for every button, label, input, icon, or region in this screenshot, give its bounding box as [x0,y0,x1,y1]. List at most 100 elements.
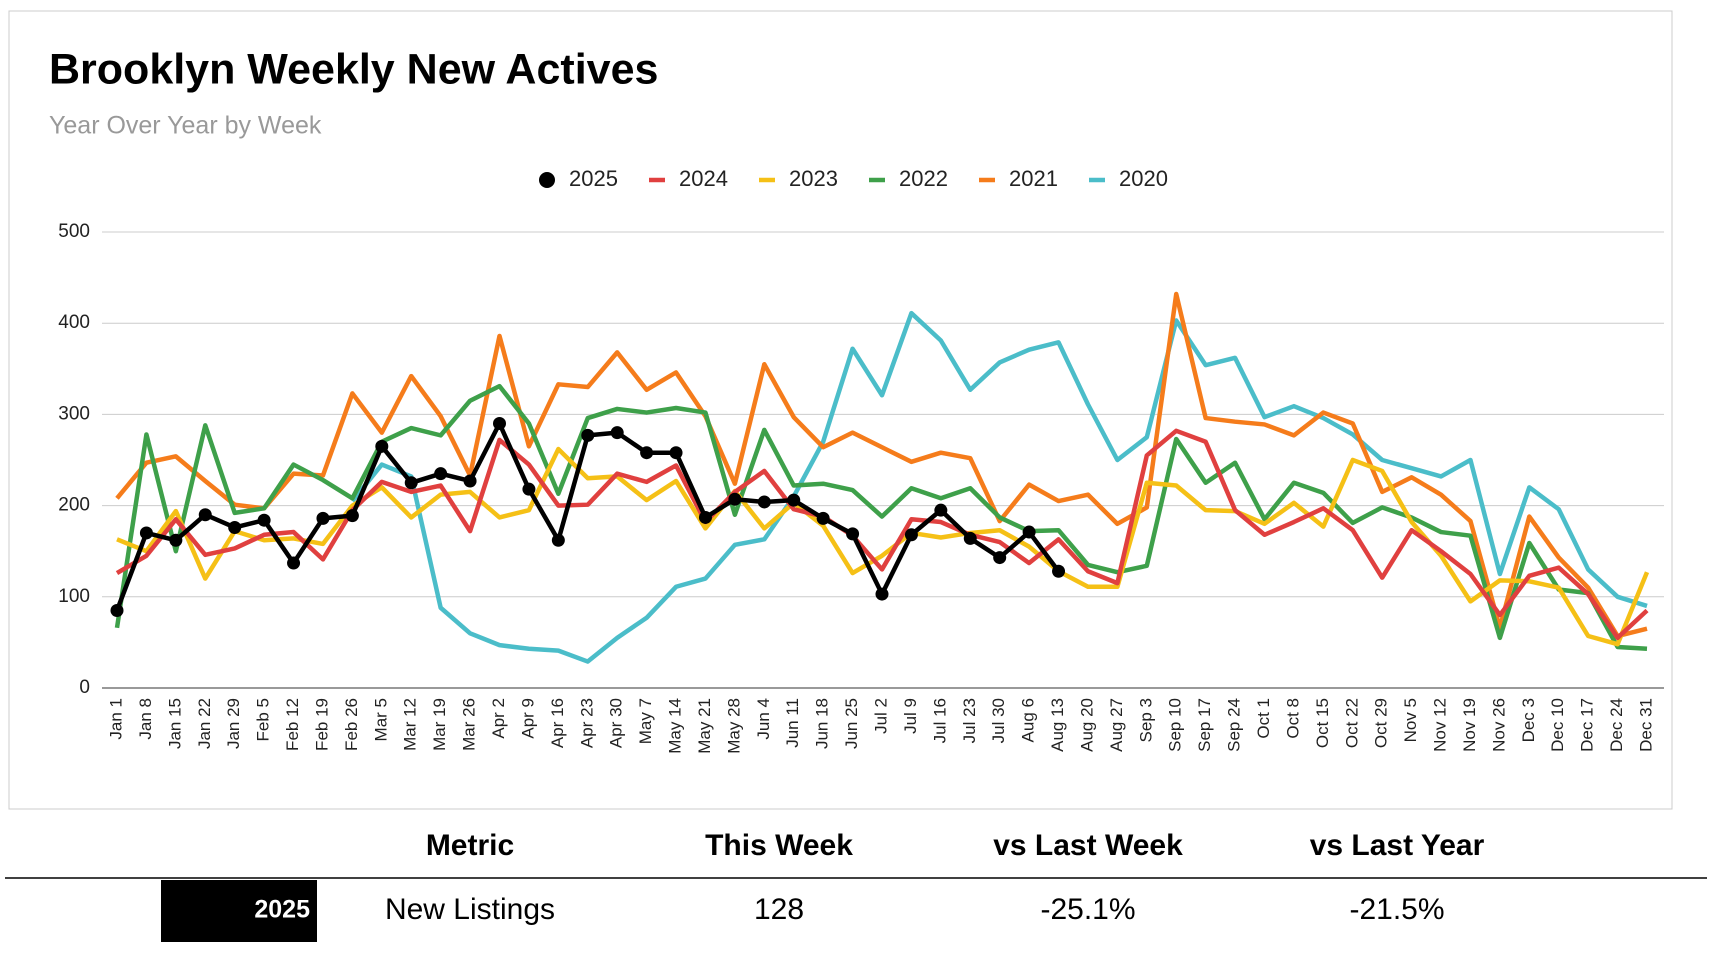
x-tick-label: Jun 25 [842,698,861,749]
series-point [846,527,860,541]
y-tick-label: 300 [58,403,90,424]
table-cell: -25.1% [1040,893,1135,926]
x-tick-label: Jun 11 [783,698,802,748]
legend-marker [539,172,555,188]
series-line [114,383,1648,652]
series-point [110,603,124,617]
series-point [787,493,801,507]
legend-label: 2021 [1009,166,1058,191]
series-point [198,508,212,522]
x-tick-label: Dec 24 [1607,698,1626,752]
series-point [669,446,683,460]
x-tick-label: Jun 4 [754,698,773,740]
y-tick-label: 0 [79,677,90,698]
chart-subtitle: Year Over Year by Week [49,112,322,140]
x-tick-label: Nov 26 [1489,698,1508,752]
x-tick-label: May 7 [636,698,655,744]
x-tick-label: Feb 26 [342,698,361,751]
x-tick-label: Mar 26 [460,698,479,751]
series-point [345,509,359,523]
table-header: This Week [705,829,853,862]
series-point [728,492,742,506]
series-point [228,520,242,534]
x-tick-label: Nov 19 [1460,698,1479,752]
series-line [350,310,1648,664]
legend-label: 2020 [1119,166,1168,191]
x-tick-label: Nov 5 [1401,698,1420,742]
x-tick-label: Apr 9 [518,698,537,739]
series-line [115,428,1649,641]
x-tick-label: Jan 8 [136,698,155,740]
row-year: 2025 [254,896,310,924]
series-point [316,511,330,525]
series-point [757,495,771,509]
table-header: vs Last Week [993,829,1183,862]
x-tick-label: Dec 3 [1519,698,1538,742]
x-tick-label: Nov 12 [1431,698,1450,752]
x-tick-label: Apr 2 [489,698,508,739]
x-tick-label: May 14 [666,698,685,754]
legend-label: 2022 [899,166,948,191]
table-header: vs Last Year [1310,829,1485,862]
series-point [1022,525,1036,539]
series-point [963,531,977,545]
x-tick-label: Dec 31 [1636,698,1655,752]
y-tick-label: 100 [58,586,90,607]
x-tick-label: Aug 20 [1077,698,1096,752]
x-tick-label: Mar 12 [401,698,420,751]
series-point [551,533,565,547]
series-point [434,467,448,481]
x-tick-label: Jul 23 [960,698,979,743]
x-tick-label: Sep 10 [1166,698,1185,752]
chart-title: Brooklyn Weekly New Actives [49,45,658,93]
series-point [169,533,183,547]
chart-frame [8,10,1673,810]
series-point [875,587,889,601]
series-point [816,511,830,525]
series-point [698,510,712,524]
x-tick-label: Sep 17 [1195,698,1214,752]
series-point [904,528,918,542]
year-badge [161,880,317,942]
series-point [139,526,153,540]
x-tick-label: Jun 18 [813,698,832,749]
y-tick-label: 500 [58,221,90,242]
x-tick-label: Apr 23 [577,698,596,748]
x-tick-label: Sep 3 [1136,698,1155,742]
series-point [375,439,389,453]
x-tick-label: Apr 16 [548,698,567,748]
x-tick-label: Jul 9 [901,698,920,734]
x-tick-label: Aug 6 [1019,698,1038,742]
x-tick-label: Apr 30 [607,698,626,748]
x-tick-label: Dec 10 [1548,698,1567,752]
x-tick-label: Aug 27 [1107,698,1126,752]
x-tick-label: Jan 22 [195,698,214,749]
table-cell: New Listings [385,893,555,926]
x-tick-label: Oct 15 [1313,698,1332,748]
x-tick-label: Oct 29 [1372,698,1391,748]
table-cell: -21.5% [1349,893,1444,926]
series-point [610,426,624,440]
x-tick-label: May 28 [724,698,743,754]
x-tick-label: Feb 12 [283,698,302,751]
x-tick-label: Feb 5 [254,698,273,741]
x-tick-label: Dec 17 [1578,698,1597,752]
x-tick-label: Aug 13 [1048,698,1067,752]
series-point [640,446,654,460]
series-point [1052,564,1066,578]
x-tick-label: Mar 19 [430,698,449,751]
x-tick-label: Jul 16 [930,698,949,743]
x-tick-label: Mar 5 [371,698,390,741]
x-tick-label: Sep 24 [1225,698,1244,752]
y-tick-label: 400 [58,312,90,333]
x-tick-label: Oct 22 [1342,698,1361,748]
table-cell: 128 [754,893,804,926]
x-tick-label: May 21 [695,698,714,754]
series-point [581,428,595,442]
series-point [287,556,301,570]
x-tick-label: Oct 8 [1283,698,1302,739]
series-point [257,513,271,527]
x-tick-label: Jul 2 [871,698,890,734]
